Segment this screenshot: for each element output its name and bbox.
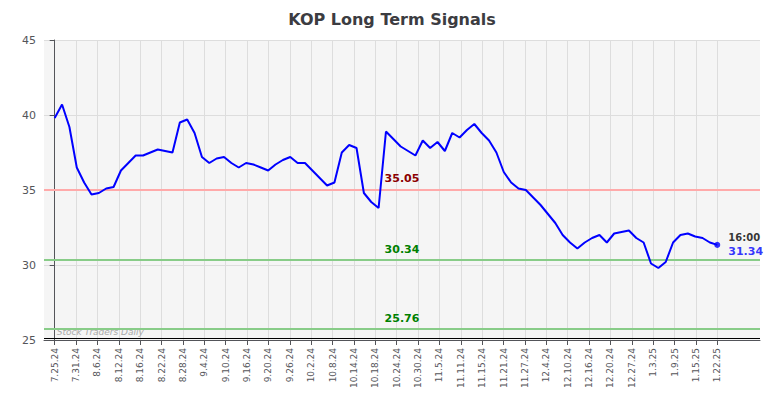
svg-text:25.76: 25.76 [385, 312, 420, 325]
svg-text:11.15.24: 11.15.24 [477, 348, 487, 388]
svg-text:9.20.24: 9.20.24 [263, 348, 273, 383]
svg-text:10.30.24: 10.30.24 [413, 348, 423, 388]
svg-text:7.25.24: 7.25.24 [50, 348, 60, 383]
svg-text:11.27.24: 11.27.24 [520, 348, 530, 388]
svg-text:1.15.25: 1.15.25 [691, 348, 701, 382]
svg-text:9.4.24: 9.4.24 [199, 348, 209, 377]
svg-text:11.21.24: 11.21.24 [499, 348, 509, 388]
svg-text:8.12.24: 8.12.24 [114, 348, 124, 383]
svg-text:45: 45 [22, 34, 36, 47]
svg-text:12.10.24: 12.10.24 [563, 348, 573, 388]
svg-text:9.16.24: 9.16.24 [242, 348, 252, 383]
svg-text:12.4.24: 12.4.24 [541, 348, 551, 383]
svg-text:KOP Long Term Signals: KOP Long Term Signals [288, 10, 496, 29]
svg-text:9.26.24: 9.26.24 [285, 348, 295, 383]
svg-text:10.24.24: 10.24.24 [392, 348, 402, 388]
svg-text:1.3.25: 1.3.25 [648, 348, 658, 377]
svg-text:9.10.24: 9.10.24 [221, 348, 231, 383]
svg-text:8.6.24: 8.6.24 [92, 348, 102, 377]
svg-text:30.34: 30.34 [385, 243, 420, 256]
svg-text:8.16.24: 8.16.24 [135, 348, 145, 383]
svg-text:Stock Traders Daily: Stock Traders Daily [56, 327, 144, 337]
svg-text:16:00: 16:00 [728, 232, 760, 243]
svg-text:40: 40 [22, 109, 36, 122]
svg-text:10.18.24: 10.18.24 [370, 348, 380, 388]
svg-text:10.8.24: 10.8.24 [328, 348, 338, 383]
svg-text:35: 35 [22, 184, 36, 197]
svg-text:11.5.24: 11.5.24 [434, 348, 444, 383]
svg-text:8.28.24: 8.28.24 [178, 348, 188, 383]
svg-text:12.16.24: 12.16.24 [584, 348, 594, 388]
svg-text:10.14.24: 10.14.24 [349, 348, 359, 388]
svg-text:30: 30 [22, 259, 36, 272]
svg-text:7.31.24: 7.31.24 [71, 348, 81, 383]
svg-text:11.11.24: 11.11.24 [456, 348, 466, 388]
svg-text:12.20.24: 12.20.24 [605, 348, 615, 388]
svg-text:12.27.24: 12.27.24 [627, 348, 637, 388]
svg-text:35.05: 35.05 [385, 172, 420, 185]
svg-text:31.34: 31.34 [728, 245, 763, 258]
svg-text:8.22.24: 8.22.24 [157, 348, 167, 383]
svg-text:25: 25 [22, 334, 36, 347]
svg-text:1.22.25: 1.22.25 [712, 348, 722, 382]
svg-text:10.2.24: 10.2.24 [306, 348, 316, 383]
svg-text:1.9.25: 1.9.25 [670, 348, 680, 377]
